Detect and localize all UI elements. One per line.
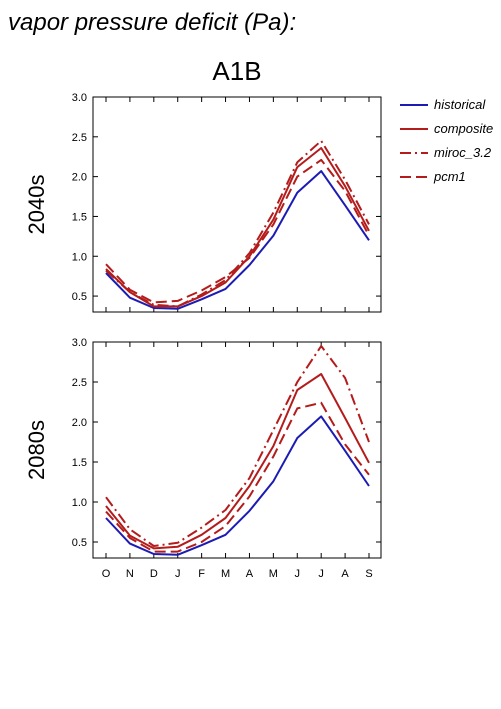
chart-panels: 0.5 1.0 1.5 2.0 2.5 3.0 2040s 0.5 1.0 1.5 2.0 2.5 3.… [24,92,382,580]
y-tick-label: 0.5 [72,537,87,549]
series-line-historical [105,170,370,310]
y-tick-label: 1.0 [72,251,87,263]
x-tick-label: J [318,568,324,580]
legend-item-composite: composite [400,121,493,136]
legend-item-miroc_3.2: miroc_3.2 [400,145,492,160]
legend: historical composite miroc_3.2 pcm1 [400,97,493,184]
y-tick-label: 2.0 [72,417,87,429]
series-line-pcm1 [105,158,370,304]
y-tick-label: 2.5 [72,377,87,389]
series-line-composite [105,147,370,308]
panel-2080s: 0.5 1.0 1.5 2.0 2.5 3.0 O N D J F M A M J J A S 2080s [24,337,382,580]
series-line-pcm1 [105,401,370,553]
panel-2040s: 0.5 1.0 1.5 2.0 2.5 3.0 2040s [24,92,382,313]
plot-frame [92,341,382,559]
y-tick-label: 2.5 [72,132,87,144]
x-tick-label: S [365,568,372,580]
y-tick-label: 1.0 [72,497,87,509]
panel-label-2040s: 2040s [24,175,49,235]
x-tick-label: M [221,568,230,580]
legend-item-pcm1: pcm1 [400,169,466,184]
y-tick-label: 2.0 [72,172,87,184]
y-tick-label: 1.5 [72,457,87,469]
x-tick-label: J [295,568,301,580]
series-line-miroc_3.2 [105,345,370,547]
panel-label-2080s: 2080s [24,420,49,480]
legend-label: pcm1 [433,169,466,184]
y-tick-label: 1.5 [72,211,87,223]
legend-label: composite [434,121,493,136]
y-tick-label: 3.0 [72,92,87,104]
series-line-composite [105,373,370,550]
scenario-title: A1B [212,56,261,86]
legend-label: miroc_3.2 [434,145,492,160]
x-tick-label: M [269,568,278,580]
y-tick-label: 3.0 [72,337,87,349]
x-tick-label: D [150,568,158,580]
series-line-miroc_3.2 [105,139,370,308]
x-tick-label: F [198,568,205,580]
x-tick-label: A [246,568,254,580]
plot-frame [92,96,382,313]
x-tick-label: J [175,568,181,580]
y-tick-label: 0.5 [72,291,87,303]
x-tick-label: N [126,568,134,580]
x-tick-label: O [102,568,111,580]
legend-label: historical [434,97,486,112]
series-line-historical [105,415,370,556]
figure-heading: vapor pressure deficit (Pa): [8,9,296,36]
legend-item-historical: historical [400,97,486,112]
x-tick-label: A [341,568,349,580]
